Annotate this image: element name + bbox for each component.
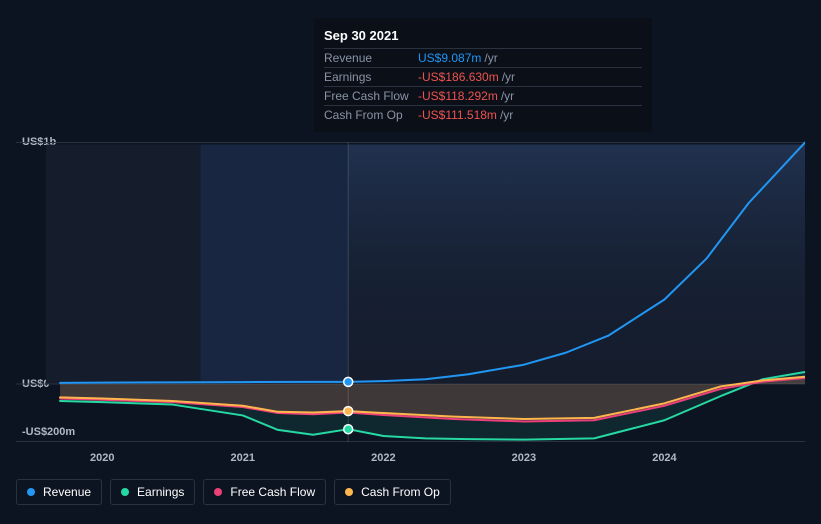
hover-tooltip: Sep 30 2021 RevenueUS$9.087m/yrEarnings-…: [314, 18, 652, 132]
tooltip-row-value: -US$118.292m: [418, 89, 498, 103]
legend-swatch: [345, 488, 353, 496]
legend: Revenue Earnings Free Cash Flow Cash From O…: [16, 479, 451, 505]
legend-label: Free Cash Flow: [230, 485, 315, 499]
tooltip-row-label: Free Cash Flow: [324, 89, 418, 103]
legend-swatch: [27, 488, 35, 496]
tooltip-date: Sep 30 2021: [324, 26, 642, 49]
tooltip-row: Cash From Op-US$111.518m/yr: [324, 106, 642, 124]
tooltip-row: Earnings-US$186.630m/yr: [324, 68, 642, 87]
legend-item-cashop[interactable]: Cash From Op: [334, 479, 451, 505]
legend-label: Earnings: [137, 485, 184, 499]
legend-item-fcf[interactable]: Free Cash Flow: [203, 479, 326, 505]
tooltip-row: Free Cash Flow-US$118.292m/yr: [324, 87, 642, 106]
x-axis-label: 2022: [371, 452, 395, 464]
legend-item-earnings[interactable]: Earnings: [110, 479, 195, 505]
tooltip-row-label: Revenue: [324, 51, 418, 65]
legend-item-revenue[interactable]: Revenue: [16, 479, 102, 505]
x-axis-label: 2020: [90, 452, 114, 464]
legend-swatch: [121, 488, 129, 496]
tooltip-row-unit: /yr: [502, 70, 515, 84]
tooltip-row-value: US$9.087m: [418, 51, 481, 65]
x-axis: 2020 2021 2022 2023 2024: [16, 452, 805, 470]
tooltip-row: RevenueUS$9.087m/yr: [324, 49, 642, 68]
tooltip-row-unit: /yr: [500, 108, 513, 122]
tooltip-row-unit: /yr: [501, 89, 514, 103]
tooltip-row-label: Earnings: [324, 70, 418, 84]
tooltip-row-label: Cash From Op: [324, 108, 418, 122]
financials-chart[interactable]: [16, 128, 805, 442]
tooltip-row-value: -US$186.630m: [418, 70, 499, 84]
legend-label: Revenue: [43, 485, 91, 499]
x-axis-label: 2024: [652, 452, 676, 464]
legend-swatch: [214, 488, 222, 496]
tooltip-row-unit: /yr: [484, 51, 497, 65]
legend-label: Cash From Op: [361, 485, 440, 499]
chart-svg: [16, 128, 805, 442]
x-axis-label: 2023: [512, 452, 536, 464]
tooltip-row-value: -US$111.518m: [418, 108, 497, 122]
x-axis-label: 2021: [231, 452, 255, 464]
